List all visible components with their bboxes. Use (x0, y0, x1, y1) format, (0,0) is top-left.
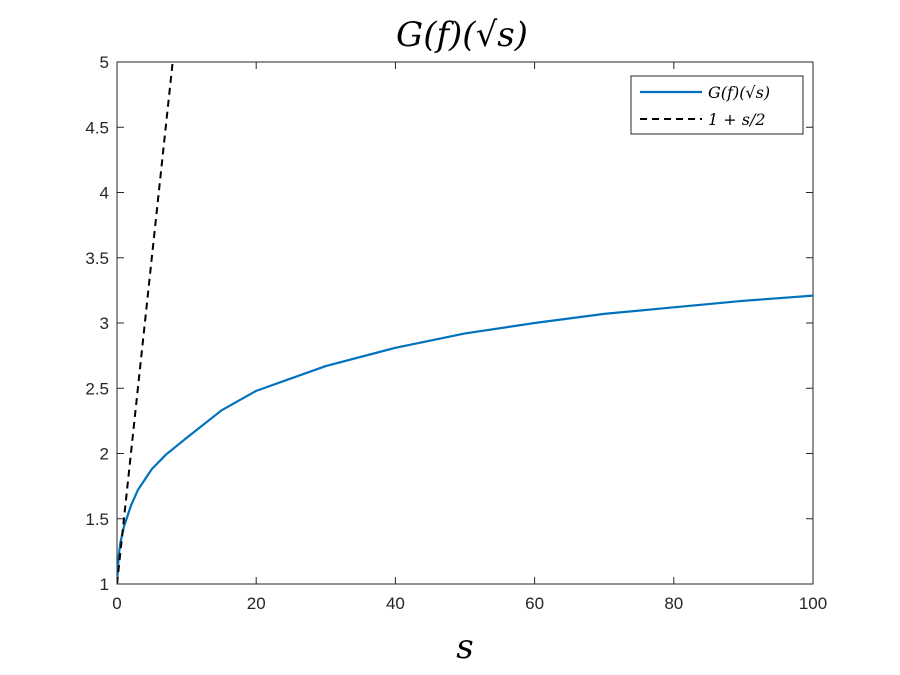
legend-box (630, 75, 804, 135)
legend-label-series-1: G(f)(√s) (708, 83, 770, 102)
x-tick-label: 60 (525, 594, 544, 613)
series-layer (117, 62, 813, 584)
y-axis-ticks: 1 1.5 2 2.5 3 3.5 4 4.5 5 (85, 53, 813, 594)
plot-area (116, 61, 814, 585)
chart-title: G(f)(√s) (396, 15, 528, 55)
series-line-2 (117, 62, 174, 584)
x-tick-label: 0 (112, 594, 121, 613)
y-tick-label: 2.5 (85, 379, 109, 398)
series-line-1 (117, 294, 813, 584)
y-tick-label: 1 (100, 575, 109, 594)
y-tick-label: 3.5 (85, 249, 109, 268)
x-axis-ticks: 0 20 40 60 80 100 (112, 62, 827, 613)
x-tick-label: 100 (799, 594, 827, 613)
x-tick-label: 40 (386, 594, 405, 613)
x-tick-label: 20 (247, 594, 266, 613)
x-tick-label: 80 (664, 594, 683, 613)
y-tick-label: 4.5 (85, 118, 109, 137)
y-tick-label: 3 (100, 314, 109, 333)
y-tick-label: 4 (100, 184, 109, 203)
x-axis-label: s (456, 627, 473, 667)
legend: G(f)(√s) 1 + s/2 (630, 75, 804, 135)
legend-label-series-2: 1 + s/2 (708, 110, 766, 129)
y-tick-label: 5 (100, 53, 109, 72)
y-tick-label: 2 (100, 445, 109, 464)
y-tick-label: 1.5 (85, 510, 109, 529)
